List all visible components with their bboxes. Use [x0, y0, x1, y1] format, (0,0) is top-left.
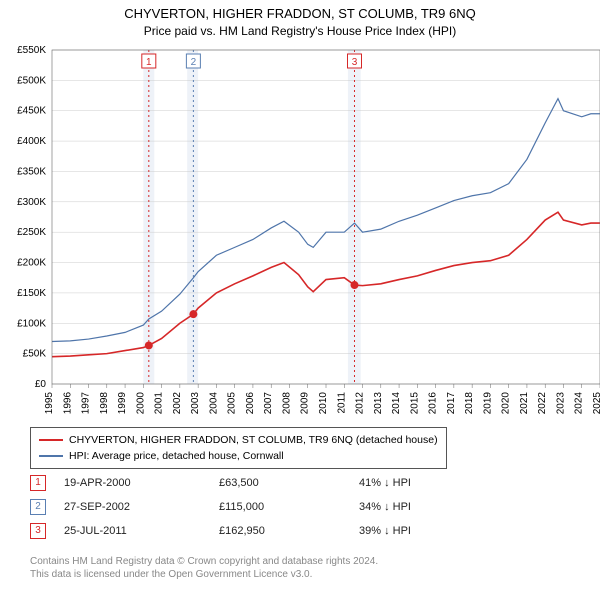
sale-date: 27-SEP-2002: [64, 501, 219, 513]
vline-marker-label: 3: [352, 57, 358, 68]
y-tick-label: £50K: [23, 349, 47, 360]
sale-date: 25-JUL-2011: [64, 525, 219, 537]
sale-number-badge: 3: [30, 523, 46, 539]
x-tick-label: 1999: [117, 392, 128, 415]
sale-row: 3 25-JUL-2011£162,95039% ↓ HPI: [30, 523, 459, 539]
chart-title: CHYVERTON, HIGHER FRADDON, ST COLUMB, TR…: [0, 6, 600, 21]
sale-price: £162,950: [219, 525, 359, 537]
x-tick-label: 2016: [428, 392, 439, 415]
x-tick-label: 1995: [44, 392, 55, 415]
y-tick-label: £350K: [17, 166, 46, 177]
x-tick-label: 1996: [62, 392, 73, 415]
y-tick-label: £500K: [17, 75, 46, 86]
y-tick-label: £300K: [17, 197, 46, 208]
x-tick-label: 2012: [355, 392, 366, 415]
legend-item: HPI: Average price, detached house, Corn…: [39, 448, 438, 464]
y-tick-label: £450K: [17, 106, 46, 117]
x-tick-label: 2001: [154, 392, 165, 415]
sale-hpi: 39% ↓ HPI: [359, 525, 459, 537]
legend-label: CHYVERTON, HIGHER FRADDON, ST COLUMB, TR…: [69, 434, 438, 446]
x-tick-label: 2002: [172, 392, 183, 415]
chart-subtitle: Price paid vs. HM Land Registry's House …: [0, 24, 600, 38]
sale-marker: [189, 310, 197, 318]
sale-date: 19-APR-2000: [64, 477, 219, 489]
sale-hpi: 34% ↓ HPI: [359, 501, 459, 513]
x-tick-label: 2008: [281, 392, 292, 415]
x-tick-label: 2010: [318, 392, 329, 415]
legend-swatch: [39, 439, 63, 441]
sale-price: £115,000: [219, 501, 359, 513]
x-tick-label: 2025: [592, 392, 600, 415]
price-chart: £0£50K£100K£150K£200K£250K£300K£350K£400…: [52, 50, 600, 434]
x-tick-label: 2020: [501, 392, 512, 415]
x-tick-label: 2018: [464, 392, 475, 415]
x-tick-label: 1997: [81, 392, 92, 415]
x-tick-label: 2024: [574, 392, 585, 415]
x-tick-label: 2004: [208, 392, 219, 415]
vline-marker-label: 1: [146, 57, 152, 68]
y-tick-label: £200K: [17, 258, 46, 269]
sale-number-badge: 2: [30, 499, 46, 515]
x-tick-label: 2007: [263, 392, 274, 415]
y-tick-label: £400K: [17, 136, 46, 147]
y-tick-label: £100K: [17, 318, 46, 329]
x-tick-label: 2003: [190, 392, 201, 415]
sale-hpi: 41% ↓ HPI: [359, 477, 459, 489]
legend-label: HPI: Average price, detached house, Corn…: [69, 450, 284, 462]
x-tick-label: 2014: [391, 392, 402, 415]
sale-number-badge: 1: [30, 475, 46, 491]
x-tick-label: 2015: [409, 392, 420, 415]
sale-row: 1 19-APR-2000£63,50041% ↓ HPI: [30, 475, 459, 491]
x-tick-label: 2021: [519, 392, 530, 415]
x-tick-label: 2000: [135, 392, 146, 415]
x-tick-label: 2019: [482, 392, 493, 415]
x-tick-label: 2023: [555, 392, 566, 415]
x-tick-label: 2006: [245, 392, 256, 415]
x-tick-label: 2017: [446, 392, 457, 415]
x-tick-label: 2009: [300, 392, 311, 415]
series-property: [52, 212, 600, 357]
vline-marker-label: 2: [191, 57, 197, 68]
sale-row: 2 27-SEP-2002£115,00034% ↓ HPI: [30, 499, 459, 515]
x-tick-label: 2022: [537, 392, 548, 415]
y-tick-label: £150K: [17, 288, 46, 299]
y-tick-label: £250K: [17, 227, 46, 238]
x-tick-label: 1998: [99, 392, 110, 415]
sale-price: £63,500: [219, 477, 359, 489]
legend-item: CHYVERTON, HIGHER FRADDON, ST COLUMB, TR…: [39, 432, 438, 448]
footnote-l1: Contains HM Land Registry data © Crown c…: [30, 556, 378, 567]
legend-box: CHYVERTON, HIGHER FRADDON, ST COLUMB, TR…: [30, 427, 447, 469]
x-tick-label: 2011: [336, 392, 347, 414]
legend-swatch: [39, 455, 63, 457]
y-tick-label: £0: [35, 379, 47, 390]
chart-container: CHYVERTON, HIGHER FRADDON, ST COLUMB, TR…: [0, 0, 600, 590]
series-hpi: [52, 99, 600, 342]
x-tick-label: 2013: [373, 392, 384, 415]
footnote-l2: This data is licensed under the Open Gov…: [30, 569, 312, 580]
sale-marker: [145, 341, 153, 349]
y-tick-label: £550K: [17, 45, 46, 56]
x-tick-label: 2005: [227, 392, 238, 415]
sale-marker: [350, 281, 358, 289]
footnote: Contains HM Land Registry data © Crown c…: [30, 555, 378, 581]
